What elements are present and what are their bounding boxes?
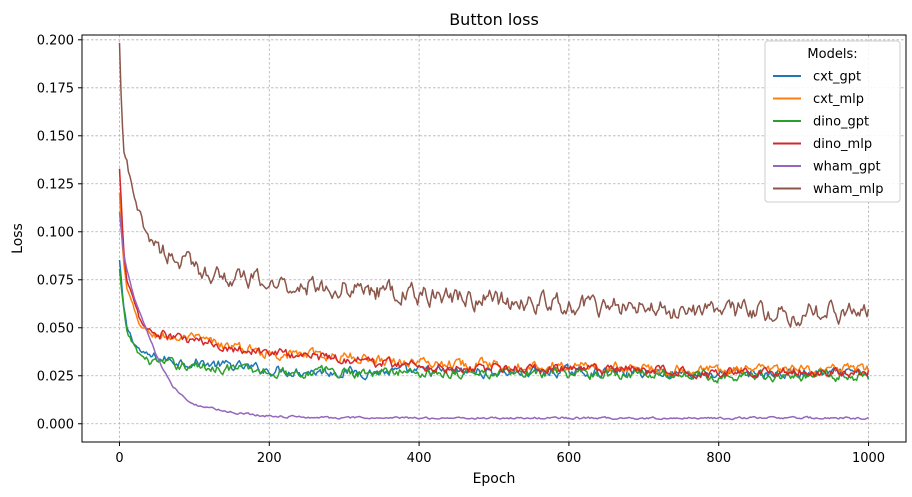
y-tick-label: 0.150 (37, 129, 74, 144)
legend-label-dino_gpt: dino_gpt (813, 115, 869, 130)
y-tick-label: 0.125 (37, 177, 74, 192)
y-tick-label: 0.050 (37, 321, 74, 336)
plot-frame (81, 34, 907, 443)
y-tick-label: 0.000 (37, 417, 74, 432)
x-tick-label: 200 (257, 451, 282, 466)
series-lines (118, 42, 870, 421)
x-tick-label: 0 (115, 451, 123, 466)
x-tick-label: 600 (556, 451, 581, 466)
y-tick-label: 0.175 (37, 81, 74, 96)
series-line-dino_gpt (118, 268, 870, 384)
series-line-wham_gpt (118, 212, 869, 421)
y-tick-label: 0.075 (37, 273, 74, 288)
y-tick-label: 0.100 (37, 225, 74, 240)
x-axis-label: Epoch (473, 471, 516, 487)
y-axis-label: Loss (10, 223, 26, 254)
legend-label-dino_mlp: dino_mlp (813, 137, 872, 152)
series-line-wham_mlp (118, 42, 870, 328)
x-tick-label: 800 (706, 451, 731, 466)
legend: Models: cxt_gpt cxt_mlp dino_gpt dino_mlpwh… (764, 40, 901, 203)
legend-box (764, 40, 901, 203)
legend-label-cxt_gpt: cxt_gpt (813, 70, 861, 85)
legend-label-cxt_mlp: cxt_mlp (813, 92, 864, 107)
legend-label-wham_gpt: wham_gpt (813, 160, 881, 175)
legend-title: Models: (807, 47, 857, 62)
series-line-dino_mlp (118, 168, 870, 380)
x-tick-label: 1000 (852, 451, 885, 466)
y-tick-label: 0.200 (37, 33, 74, 48)
chart-title: Button loss (449, 10, 539, 29)
axis-ticks: 0 200 400 600 800 1000 0.000 0.025 0.050 0.075 0.1… (37, 33, 885, 466)
y-tick-label: 0.025 (37, 369, 74, 384)
legend-label-wham_mlp: wham_mlp (813, 182, 884, 197)
x-tick-label: 400 (407, 451, 432, 466)
